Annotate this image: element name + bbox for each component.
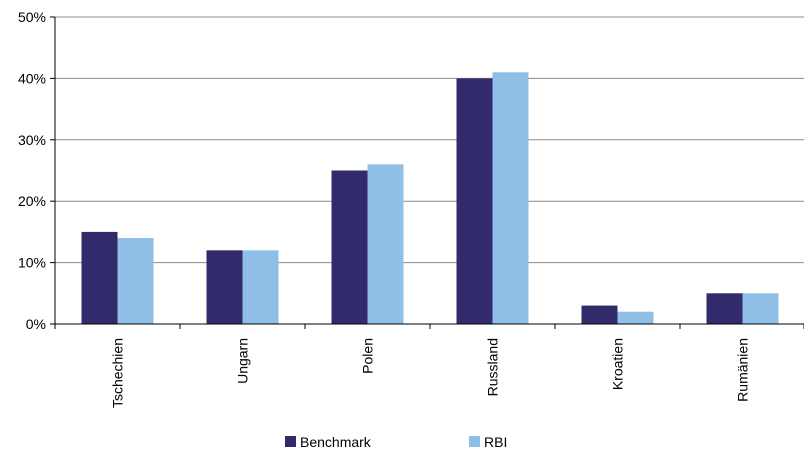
legend: Benchmark RBI <box>285 434 507 450</box>
bar-rbi-russland <box>492 72 529 324</box>
bar-benchmark-ungarn <box>206 250 243 324</box>
bar-rbi-kroatien <box>617 311 654 324</box>
y-tick-label: 20% <box>18 193 46 209</box>
x-tick-label: Rumänien <box>735 338 751 402</box>
axes <box>50 16 804 329</box>
y-tick-labels: 0% 10% 20% 30% 40% 50% <box>18 9 46 332</box>
y-tick-label: 10% <box>18 255 46 271</box>
bar-rbi-rumänien <box>742 293 779 324</box>
x-tick-label: Ungarn <box>235 338 251 384</box>
bar-rbi-polen <box>367 164 404 324</box>
bar-benchmark-rumänien <box>706 293 743 324</box>
legend-swatch-rbi <box>469 436 480 447</box>
bar-rbi-ungarn <box>242 250 279 324</box>
bars <box>81 72 779 325</box>
x-tick-label: Tschechien <box>110 338 126 408</box>
y-tick-label: 30% <box>18 132 46 148</box>
legend-label-rbi: RBI <box>484 434 507 450</box>
bar-rbi-tschechien <box>117 238 154 324</box>
x-tick-labels: Tschechien Ungarn Polen Russland Kroatien Rum… <box>110 338 751 408</box>
legend-swatch-benchmark <box>285 436 296 447</box>
y-tick-label: 50% <box>18 9 46 25</box>
x-tick-label: Russland <box>485 338 501 396</box>
x-tick-label: Kroatien <box>610 338 626 390</box>
legend-label-benchmark: Benchmark <box>300 434 372 450</box>
y-tick-label: 0% <box>26 316 46 332</box>
bar-benchmark-kroatien <box>581 305 618 324</box>
y-tick-label: 40% <box>18 70 46 86</box>
gridlines <box>55 16 804 264</box>
x-tick-label: Polen <box>360 338 376 374</box>
bar-benchmark-russland <box>456 78 493 325</box>
bar-benchmark-tschechien <box>81 231 118 324</box>
bar-benchmark-polen <box>331 170 368 324</box>
